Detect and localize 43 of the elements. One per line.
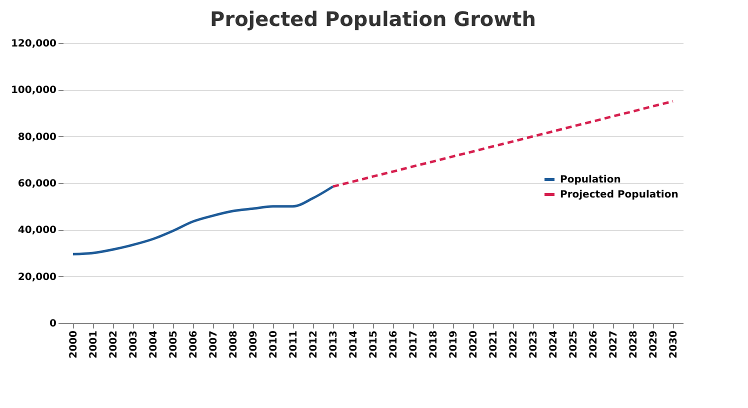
x-tick-label: 2018 (428, 330, 440, 358)
x-tick-label: 2028 (628, 330, 640, 358)
y-tick-label: 120,000 (10, 38, 57, 50)
x-tick-label: 2021 (488, 330, 500, 358)
x-tick-label: 2013 (328, 330, 340, 358)
y-tick-label: 60,000 (18, 178, 57, 190)
x-tick-label: 2004 (148, 330, 160, 358)
y-tick-label: 80,000 (18, 132, 57, 143)
y-tick-label: 0 (50, 318, 57, 330)
x-tick-label: 2022 (508, 330, 520, 358)
x-tick-label: 2010 (268, 330, 280, 358)
x-tick-label: 2017 (408, 330, 420, 358)
x-tick-label: 2005 (168, 330, 180, 358)
x-tick-label: 2002 (108, 330, 120, 358)
x-tick-label: 2029 (648, 330, 660, 358)
x-tick-label: 2011 (288, 330, 300, 358)
x-tick-label: 2030 (668, 330, 680, 358)
x-tick-label: 2019 (448, 330, 460, 358)
x-tick-label: 2009 (248, 330, 260, 358)
x-tick-label: 2014 (348, 330, 360, 358)
x-tick-label: 2008 (228, 330, 240, 358)
legend-label: Population (560, 174, 621, 186)
x-tick-label: 2025 (568, 330, 580, 358)
x-tick-label: 2016 (388, 330, 400, 358)
x-tick-label: 2012 (308, 330, 320, 358)
x-tick-label: 2003 (128, 330, 140, 358)
x-tick-label: 2020 (468, 330, 480, 358)
x-tick-label: 2006 (188, 330, 200, 358)
x-tick-label: 2007 (208, 330, 220, 358)
x-tick-label: 2023 (528, 330, 540, 358)
line-series (72, 185, 334, 256)
legend-label: Projected Population (560, 190, 678, 200)
y-tick-label: 20,000 (18, 272, 57, 283)
line-series (332, 100, 674, 188)
y-tick-label: 100,000 (10, 85, 57, 96)
x-tick-label: 2026 (588, 330, 600, 358)
x-tick-label: 2024 (548, 330, 560, 358)
y-tick-label: 40,000 (18, 225, 57, 236)
x-tick-label: 2001 (88, 330, 100, 358)
chart-title: Projected Population Growth (210, 7, 536, 31)
x-tick-label: 2015 (368, 330, 380, 358)
x-tick-label: 2027 (608, 330, 620, 358)
x-tick-label: 2000 (68, 330, 80, 358)
